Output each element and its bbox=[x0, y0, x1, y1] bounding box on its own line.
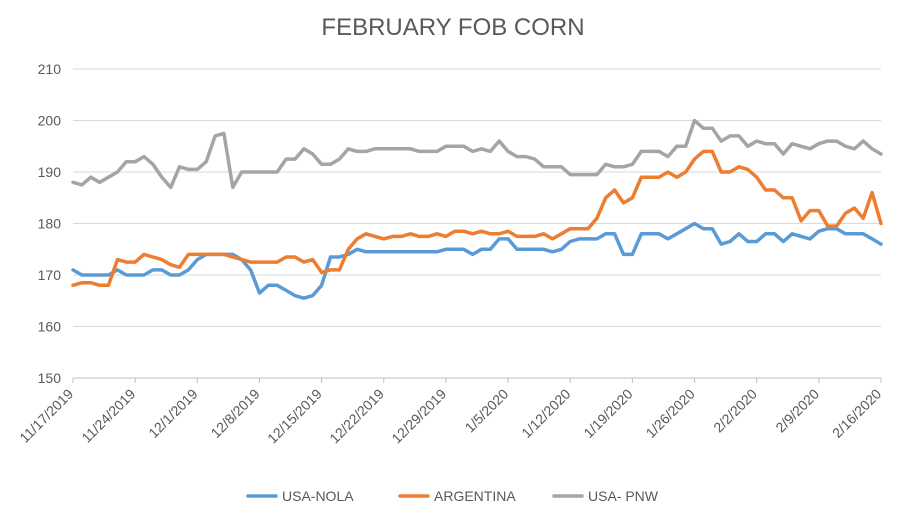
y-tick-label: 150 bbox=[38, 370, 62, 386]
x-tick-label: 12/15/2019 bbox=[264, 385, 325, 446]
y-tick-label: 190 bbox=[38, 164, 62, 180]
legend-label-usa-nola: USA-NOLA bbox=[282, 488, 354, 504]
x-tick-label: 2/16/2020 bbox=[829, 385, 885, 441]
legend-label-argentina: ARGENTINA bbox=[434, 488, 516, 504]
series-line-usa-pnw bbox=[71, 118, 883, 190]
x-tick-label: 12/8/2019 bbox=[207, 385, 263, 441]
x-tick-label: 1/12/2020 bbox=[518, 385, 574, 441]
x-tick-label: 11/17/2019 bbox=[16, 385, 76, 445]
x-tick-label: 2/2/2020 bbox=[710, 385, 760, 435]
x-tick-label: 2/9/2020 bbox=[772, 385, 822, 435]
x-tick-label: 1/5/2020 bbox=[462, 385, 512, 435]
x-tick-label: 12/29/2019 bbox=[388, 385, 449, 446]
y-tick-label: 210 bbox=[38, 61, 62, 77]
chart-title: FEBRUARY FOB CORN bbox=[321, 14, 584, 41]
legend-label-usa-pnw: USA- PNW bbox=[588, 488, 659, 504]
y-tick-label: 160 bbox=[38, 319, 62, 335]
legend: USA-NOLA ARGENTINA USA- PNW bbox=[246, 488, 659, 504]
y-tick-label: 200 bbox=[38, 113, 62, 129]
y-axis-tick-labels: 150 160 170 180 190 200 210 bbox=[38, 61, 62, 386]
y-tick-label: 170 bbox=[38, 267, 62, 283]
series-line-usa-nola bbox=[71, 221, 883, 300]
x-tick-label: 1/19/2020 bbox=[580, 385, 636, 441]
x-tick-label: 11/24/2019 bbox=[78, 385, 138, 445]
x-tick-label: 12/1/2019 bbox=[145, 385, 201, 441]
gridlines bbox=[73, 68, 881, 379]
series-lines bbox=[71, 118, 883, 300]
y-tick-label: 180 bbox=[38, 216, 62, 232]
x-tick-label: 12/22/2019 bbox=[326, 385, 387, 446]
x-axis: 11/17/2019 11/24/2019 12/1/2019 12/8/2019 12… bbox=[16, 377, 885, 447]
series-line-argentina bbox=[71, 149, 883, 288]
x-tick-label: 1/26/2020 bbox=[642, 385, 698, 441]
